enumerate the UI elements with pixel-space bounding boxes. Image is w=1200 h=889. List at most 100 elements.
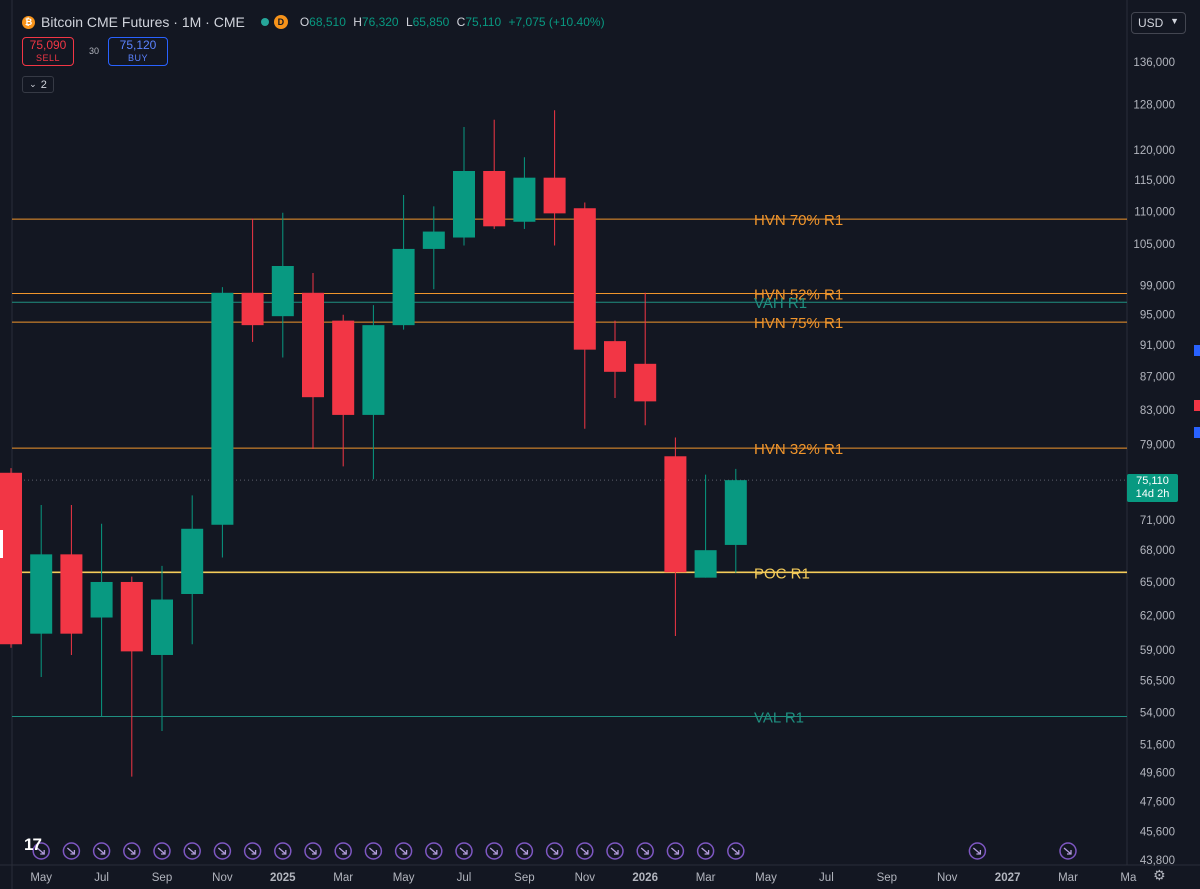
event-marker-icon[interactable] bbox=[334, 842, 352, 860]
level-label: HVN 32% R1 bbox=[754, 441, 843, 458]
candle-2026-02[interactable] bbox=[664, 437, 687, 637]
candle-2026-01[interactable] bbox=[634, 292, 657, 426]
event-marker-icon[interactable] bbox=[153, 842, 171, 860]
event-marker-icon[interactable] bbox=[515, 842, 534, 860]
candle-2025-09[interactable] bbox=[513, 157, 536, 229]
candle-body bbox=[392, 248, 415, 326]
market-status-icon bbox=[260, 18, 269, 26]
y-tick-label: 43,800 bbox=[1140, 855, 1175, 867]
x-tick-label: Mar bbox=[333, 872, 353, 884]
y-tick-label: 99,000 bbox=[1140, 281, 1175, 293]
event-marker-icon[interactable] bbox=[727, 842, 745, 860]
candle-body bbox=[422, 231, 445, 249]
sell-button[interactable]: 75,090 SELL bbox=[22, 37, 74, 66]
candle-body bbox=[241, 292, 264, 326]
event-marker-icon[interactable] bbox=[274, 842, 292, 860]
event-marker-icon[interactable] bbox=[485, 842, 503, 860]
candle-2024-07[interactable] bbox=[90, 523, 113, 717]
buy-button[interactable]: 75,120 BUY bbox=[108, 37, 168, 66]
candle-2025-06[interactable] bbox=[422, 206, 445, 290]
event-marker-icon[interactable] bbox=[455, 842, 473, 860]
candle-body bbox=[60, 554, 83, 634]
y-tick-label: 110,000 bbox=[1134, 206, 1175, 218]
candle-2024-06[interactable] bbox=[60, 505, 83, 655]
event-marker-icon[interactable] bbox=[394, 842, 413, 860]
y-tick-label: 115,000 bbox=[1134, 175, 1175, 187]
x-tick-label: 2027 bbox=[995, 872, 1021, 884]
candle-2025-05[interactable] bbox=[392, 194, 415, 330]
x-tick-label: Sep bbox=[152, 872, 172, 884]
candle-body bbox=[694, 550, 717, 578]
sell-label: SELL bbox=[35, 53, 61, 63]
y-tick-label: 59,000 bbox=[1140, 645, 1175, 657]
event-marker-icon[interactable] bbox=[243, 842, 262, 860]
candle-2024-04[interactable] bbox=[0, 468, 22, 648]
candle-2025-08[interactable] bbox=[483, 119, 506, 229]
sell-price: 75,090 bbox=[29, 38, 67, 52]
x-tick-label: 2025 bbox=[270, 872, 296, 884]
candle-2025-07[interactable] bbox=[453, 127, 475, 246]
candle-2024-11[interactable] bbox=[211, 287, 234, 558]
candle-2025-10[interactable] bbox=[543, 110, 566, 246]
candle-body bbox=[0, 472, 22, 645]
y-tick-label: 79,000 bbox=[1140, 440, 1175, 452]
candle-body bbox=[724, 480, 747, 545]
chart-header: ₿ Bitcoin CME Futures · 1M · CME D O68,5… bbox=[22, 13, 605, 31]
event-marker-icon[interactable] bbox=[92, 842, 111, 860]
candle-body bbox=[211, 292, 234, 525]
gear-icon[interactable]: ⚙ bbox=[1153, 867, 1166, 883]
x-tick-label: May bbox=[393, 872, 415, 884]
y-tick-label: 68,000 bbox=[1140, 545, 1175, 557]
y-tick-label: 95,000 bbox=[1140, 310, 1175, 322]
event-marker-icon[interactable] bbox=[123, 842, 141, 860]
event-marker-icon[interactable] bbox=[304, 842, 322, 860]
event-marker-icon[interactable] bbox=[62, 842, 81, 860]
candle-body bbox=[302, 292, 324, 398]
event-marker-icon[interactable] bbox=[32, 842, 50, 860]
level-label: HVN 52% R1 bbox=[754, 287, 843, 304]
candle-2024-05[interactable] bbox=[30, 505, 53, 677]
candle-2024-08[interactable] bbox=[120, 576, 143, 777]
tv-logo[interactable]: 17 bbox=[24, 835, 42, 854]
x-tick-label: Sep bbox=[514, 872, 534, 884]
event-marker-icon[interactable] bbox=[606, 842, 624, 860]
event-marker-icon[interactable] bbox=[968, 842, 987, 860]
candle-2026-04[interactable] bbox=[724, 468, 747, 573]
candle-body bbox=[90, 581, 113, 618]
event-marker-icon[interactable] bbox=[425, 842, 443, 860]
event-marker-icon[interactable] bbox=[213, 842, 232, 860]
x-tick-label: Nov bbox=[212, 872, 233, 884]
event-marker-icon[interactable] bbox=[666, 842, 685, 860]
y-tick-label: 71,000 bbox=[1140, 515, 1175, 527]
candle-2025-02[interactable] bbox=[302, 272, 324, 450]
event-marker-icon[interactable] bbox=[545, 842, 564, 860]
event-marker-icon[interactable] bbox=[364, 842, 383, 860]
candle-2025-11[interactable] bbox=[573, 202, 596, 429]
y-tick-label: 91,000 bbox=[1140, 340, 1175, 352]
candle-2024-09[interactable] bbox=[151, 565, 173, 732]
event-marker-icon[interactable] bbox=[1059, 842, 1077, 860]
event-marker-icon[interactable] bbox=[576, 842, 594, 860]
indicators-toggle-button[interactable]: ⌄ 2 bbox=[22, 76, 54, 93]
candle-body bbox=[634, 363, 657, 402]
symbol-title[interactable]: Bitcoin CME Futures · 1M · CME bbox=[41, 14, 245, 30]
candle-2025-04[interactable] bbox=[362, 305, 385, 480]
spread-value: 30 bbox=[89, 46, 100, 56]
candle-2026-03[interactable] bbox=[694, 474, 717, 578]
event-marker-icon[interactable] bbox=[696, 842, 715, 860]
candle-2025-01[interactable] bbox=[271, 212, 294, 358]
event-marker-icon[interactable] bbox=[183, 842, 201, 860]
delayed-badge[interactable]: D bbox=[273, 15, 288, 29]
x-tick-label: Jul bbox=[94, 872, 109, 884]
y-tick-label: 49,600 bbox=[1140, 767, 1175, 779]
candle-body bbox=[151, 599, 173, 655]
right-edge-marker-blue-2 bbox=[1194, 427, 1200, 438]
candle-2024-10[interactable] bbox=[181, 495, 204, 645]
candle-2025-12[interactable] bbox=[604, 320, 626, 399]
currency-select[interactable]: USD ▼ bbox=[1131, 12, 1186, 34]
candle-2025-03[interactable] bbox=[332, 314, 355, 467]
y-tick-label: 51,600 bbox=[1140, 740, 1175, 752]
event-marker-icon[interactable] bbox=[636, 842, 654, 860]
candle-2024-12[interactable] bbox=[241, 218, 264, 342]
